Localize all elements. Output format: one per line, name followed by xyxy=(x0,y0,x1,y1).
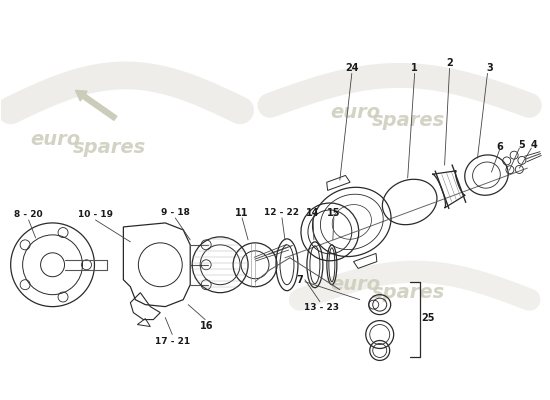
Text: 12 - 22: 12 - 22 xyxy=(265,208,300,218)
Text: spares: spares xyxy=(372,111,445,130)
Text: euro: euro xyxy=(31,130,81,149)
Text: spares: spares xyxy=(372,283,445,302)
Text: 8 - 20: 8 - 20 xyxy=(14,210,43,220)
Text: 11: 11 xyxy=(235,208,249,218)
Text: 7: 7 xyxy=(296,275,303,285)
Text: 10 - 19: 10 - 19 xyxy=(78,210,113,220)
Text: 24: 24 xyxy=(345,64,359,74)
Text: spares: spares xyxy=(73,138,146,157)
Text: 4: 4 xyxy=(531,140,538,150)
Text: 17 - 21: 17 - 21 xyxy=(155,337,190,346)
Text: 3: 3 xyxy=(486,64,493,74)
Text: 6: 6 xyxy=(496,142,503,152)
Text: 14: 14 xyxy=(306,208,320,218)
Text: 15: 15 xyxy=(327,208,340,218)
Text: euro: euro xyxy=(330,275,380,294)
Text: 16: 16 xyxy=(200,320,214,330)
Text: 9 - 18: 9 - 18 xyxy=(161,208,190,218)
Text: euro: euro xyxy=(330,103,380,122)
Text: 2: 2 xyxy=(446,58,453,68)
Text: 13 - 23: 13 - 23 xyxy=(304,303,339,312)
Text: 1: 1 xyxy=(411,64,418,74)
FancyArrow shape xyxy=(75,90,117,120)
Text: 25: 25 xyxy=(421,312,434,322)
Text: 5: 5 xyxy=(518,140,525,150)
